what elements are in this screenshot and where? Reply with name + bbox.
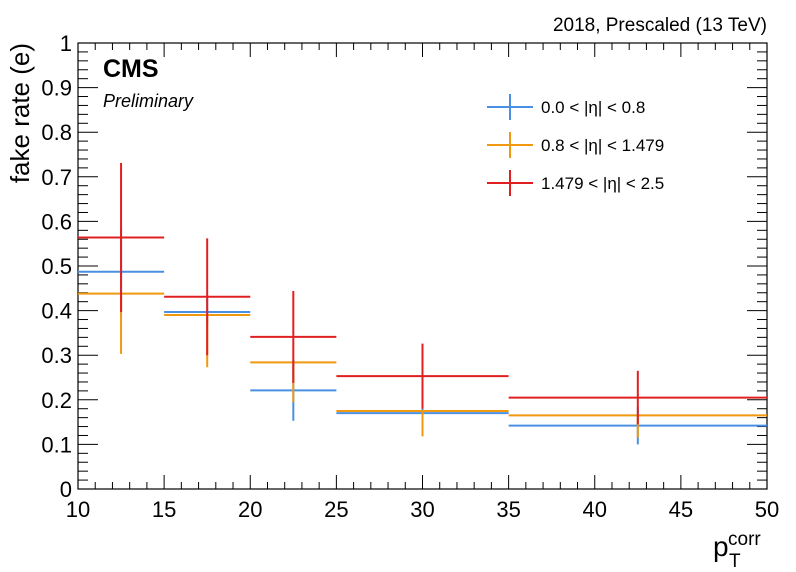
x-tick-labels: 10 15 20 25 30 35 40 45 50	[66, 497, 779, 522]
legend-item: 0.8 < |η| < 1.479	[487, 132, 664, 158]
y-tick-label: 0.3	[41, 343, 72, 368]
legend: 0.0 < |η| < 0.8 0.8 < |η| < 1.479 1.479 < …	[487, 94, 664, 196]
experiment-label: CMS	[103, 55, 159, 83]
series-layer	[78, 162, 767, 445]
y-tick-label: 1	[60, 31, 72, 56]
x-tick-label: 30	[410, 497, 434, 522]
legend-item: 0.0 < |η| < 0.8	[487, 94, 645, 120]
y-tick-label: 0.8	[41, 120, 72, 145]
y-tick-label: 0.4	[41, 299, 72, 324]
y-tick-label: 0	[60, 477, 72, 502]
x-tick-label: 45	[669, 497, 693, 522]
y-tick-label: 0.6	[41, 209, 72, 234]
y-tick-label: 0.5	[41, 254, 72, 279]
legend-label: 1.479 < |η| < 2.5	[541, 174, 664, 193]
status-label: Preliminary	[103, 91, 194, 111]
x-tick-label: 35	[496, 497, 520, 522]
x-tick-label: 40	[583, 497, 607, 522]
x-axis-title-sub: T	[729, 551, 741, 572]
y-axis-title: fake rate (e)	[5, 43, 35, 183]
x-axis-title-main: p	[713, 531, 729, 562]
x-tick-label: 20	[238, 497, 262, 522]
legend-item: 1.479 < |η| < 2.5	[487, 170, 664, 196]
y-tick-label: 0.9	[41, 76, 72, 101]
legend-label: 0.8 < |η| < 1.479	[541, 136, 664, 155]
x-axis-title: p T corr	[713, 529, 761, 572]
axis-ticks	[77, 42, 768, 490]
energy-label: 2018, Prescaled (13 TeV)	[553, 15, 767, 36]
y-tick-label: 0.7	[41, 165, 72, 190]
x-tick-label: 15	[152, 497, 176, 522]
legend-label: 0.0 < |η| < 0.8	[541, 98, 645, 117]
series-3	[78, 162, 767, 425]
x-axis-title-sup: corr	[728, 529, 761, 550]
x-tick-label: 50	[755, 497, 779, 522]
x-tick-label: 10	[66, 497, 90, 522]
x-tick-label: 25	[324, 497, 348, 522]
y-tick-labels: 0 0.1 0.2 0.3 0.4 0.5 0.6 0.7 0.8 0.9 1	[41, 31, 72, 502]
y-tick-label: 0.2	[41, 388, 72, 413]
y-tick-label: 0.1	[41, 432, 72, 457]
